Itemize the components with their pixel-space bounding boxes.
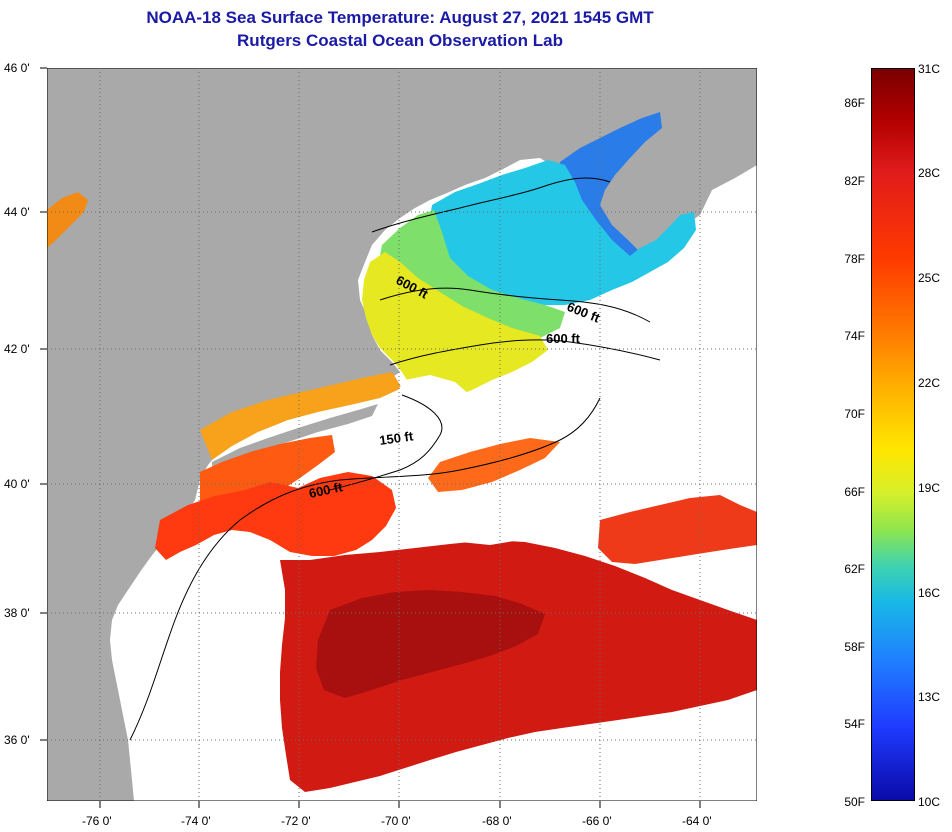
cloud-gap-1 — [388, 375, 480, 438]
colorbar-c-label: 13C — [918, 690, 941, 704]
colorbar-c-label: 28C — [918, 166, 941, 180]
sst-south-east — [598, 495, 757, 564]
contour-label: 600 ft — [308, 479, 345, 501]
land-long-island — [212, 404, 378, 472]
lon-label: -70 0' — [381, 814, 411, 828]
lon-label: -64 0' — [682, 814, 712, 828]
lat-label: 42 0' — [4, 342, 30, 356]
colorbar — [871, 68, 915, 801]
colorbar-f-label: 66F — [844, 485, 865, 499]
colorbar-f-label: 78F — [844, 252, 865, 266]
colorbar-f-label: 50F — [844, 795, 865, 809]
colorbar-f-label: 54F — [844, 717, 865, 731]
axis-ticks — [40, 67, 701, 808]
lat-label: 38 0' — [4, 606, 30, 620]
contour-label: 600 ft — [546, 331, 581, 346]
sst-scotian-shelf — [47, 192, 88, 248]
colorbar-f-label: 70F — [844, 407, 865, 421]
lon-label: -66 0' — [582, 814, 612, 828]
sst-gulf-of-maine-cool — [428, 160, 696, 305]
sst-gulf-of-maine-warm — [362, 252, 548, 402]
sst-shelf-break — [428, 438, 560, 492]
lon-label: -72 0' — [281, 814, 311, 828]
land-nova-scotia — [604, 92, 757, 244]
lat-label: 36 0' — [4, 733, 30, 747]
map-title: NOAA-18 Sea Surface Temperature: August … — [146, 8, 654, 27]
map-subtitle: Rutgers Coastal Ocean Observation Lab — [237, 31, 563, 50]
colorbar-c-label: 25C — [918, 271, 941, 285]
colorbar-f-label: 58F — [844, 640, 865, 654]
lat-label: 44 0' — [4, 205, 30, 219]
cloud-gap-2 — [415, 495, 545, 545]
sst-gulf-stream-core — [316, 590, 545, 698]
sst-mid-atlantic — [155, 472, 396, 560]
colorbar-f-label: 86F — [844, 96, 865, 110]
depth-contours — [129, 177, 661, 741]
colorbar-c-label: 10C — [918, 795, 941, 809]
land-mainland — [47, 68, 757, 801]
colorbar-c-label: 16C — [918, 586, 941, 600]
lat-label: 46 0' — [4, 61, 30, 75]
contour-label: 150 ft — [378, 428, 414, 448]
colorbar-f-label: 82F — [844, 174, 865, 188]
lon-label: -68 0' — [482, 814, 512, 828]
lon-label: -74 0' — [181, 814, 211, 828]
colorbar-f-label: 74F — [844, 329, 865, 343]
colorbar-c-label: 31C — [918, 62, 941, 76]
colorbar-f-label: 62F — [844, 562, 865, 576]
colorbar-c-label: 22C — [918, 376, 941, 390]
colorbar-c-label: 19C — [918, 481, 941, 495]
lat-label: 40 0' — [4, 477, 30, 491]
lon-label: -76 0' — [82, 814, 112, 828]
sst-southern-new-england — [200, 372, 402, 460]
